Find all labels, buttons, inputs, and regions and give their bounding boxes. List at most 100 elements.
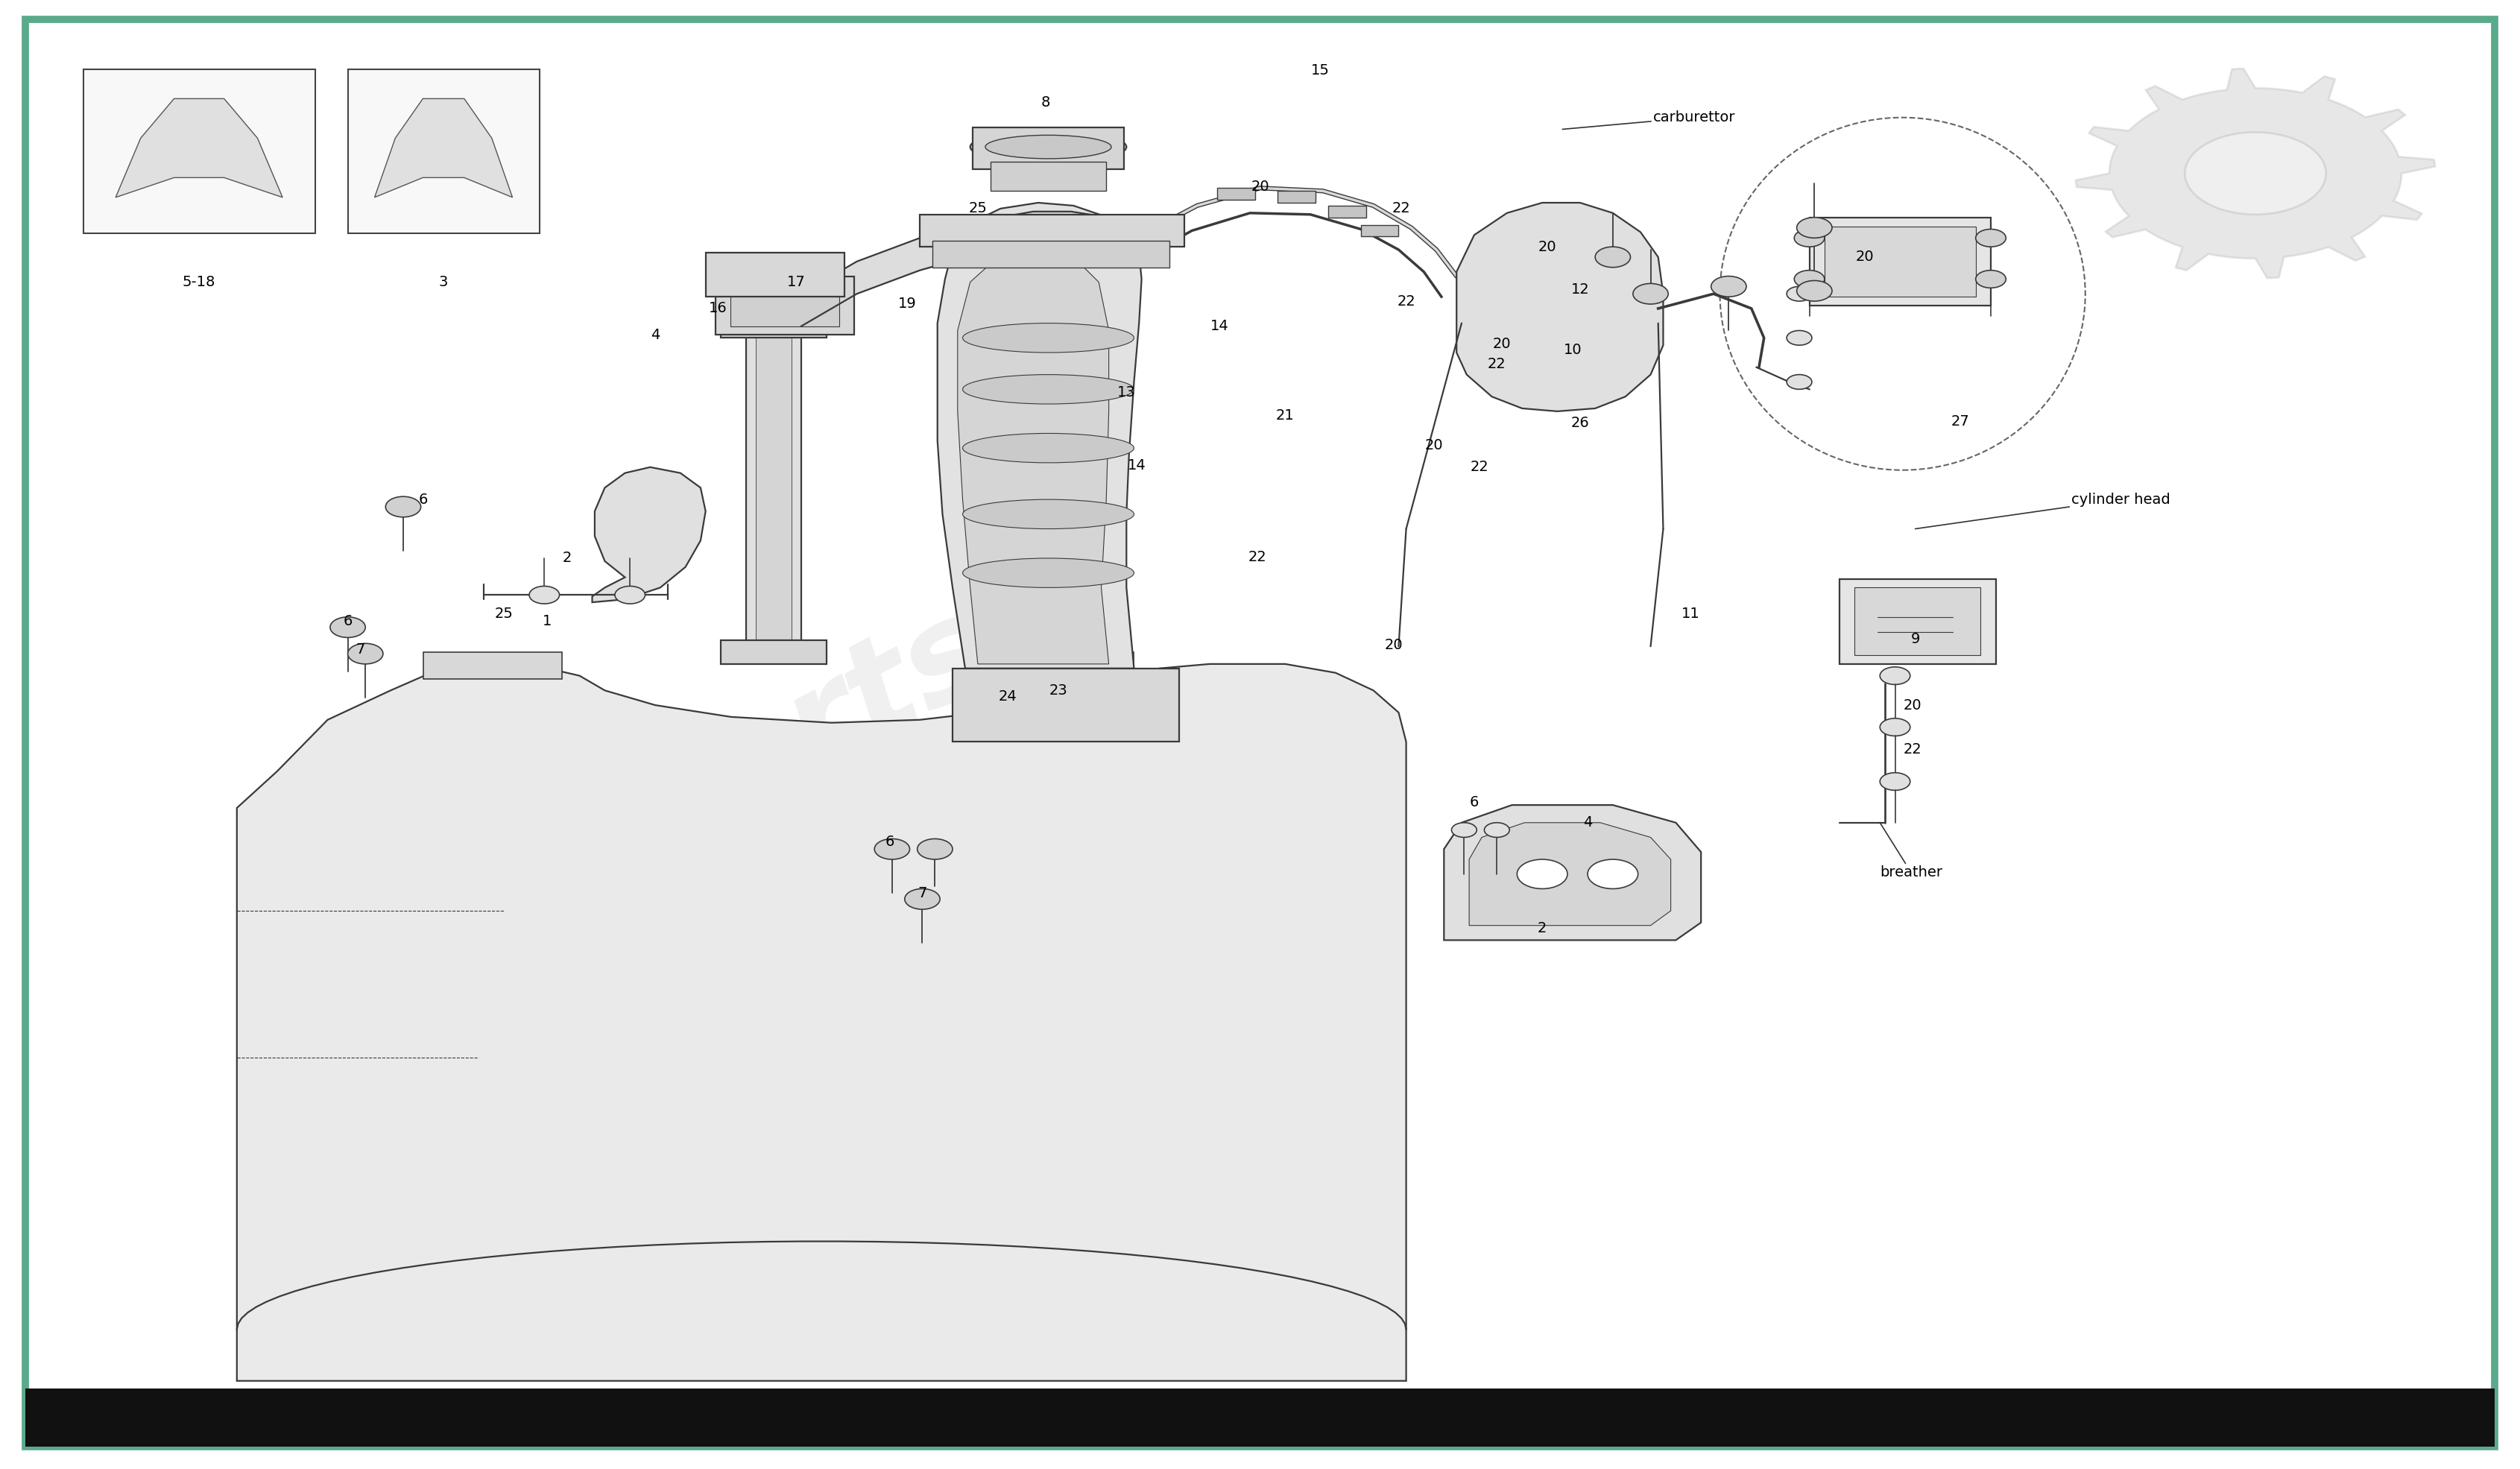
Bar [746,326,801,649]
Circle shape [1711,276,1746,297]
Text: 12: 12 [1570,282,1590,297]
Text: 7: 7 [355,642,365,657]
Polygon shape [1444,805,1701,940]
Text: 9: 9 [1910,632,1920,646]
Text: 20: 20 [1424,438,1444,452]
Text: 20: 20 [1903,698,1923,712]
Circle shape [1787,375,1812,389]
Circle shape [874,839,910,859]
Ellipse shape [985,135,1111,159]
Text: 6: 6 [343,614,353,629]
Bar [1809,217,1991,306]
Text: 22: 22 [1396,294,1416,308]
Bar [1217,188,1255,200]
Text: 6: 6 [885,834,895,849]
Circle shape [905,889,940,909]
Ellipse shape [963,499,1134,529]
Circle shape [330,617,365,638]
Polygon shape [2076,69,2434,278]
Text: 20: 20 [1537,239,1557,254]
Circle shape [1787,286,1812,301]
Circle shape [1880,773,1910,790]
Bar [83,69,315,234]
Text: 14: 14 [1210,319,1230,333]
Circle shape [1797,217,1832,238]
Bar [756,332,791,643]
Text: 22: 22 [1247,549,1268,564]
Text: 8: 8 [1041,95,1051,110]
Bar [1328,206,1366,217]
Text: 16: 16 [708,301,728,316]
Bar [1840,579,1996,664]
Text: 17: 17 [786,275,806,289]
Bar [721,314,827,338]
Bar [1278,191,1315,203]
Polygon shape [937,203,1142,668]
Bar [348,69,539,234]
Circle shape [1797,281,1832,301]
Text: 23: 23 [1048,683,1068,698]
Ellipse shape [963,375,1134,404]
Circle shape [1794,270,1824,288]
Ellipse shape [970,131,1126,163]
Bar [1361,225,1399,237]
Circle shape [1880,667,1910,685]
Text: cylinder head: cylinder head [1915,492,2170,529]
Text: 3: 3 [438,275,449,289]
Circle shape [348,643,383,664]
Text: 27: 27 [1950,414,1971,429]
Bar [423,652,562,679]
Text: breather: breather [1880,823,1943,880]
Text: 20: 20 [1855,250,1875,264]
Text: 11: 11 [1681,607,1701,621]
Circle shape [1517,859,1567,889]
Circle shape [1976,270,2006,288]
Circle shape [386,497,421,517]
Polygon shape [116,98,282,197]
Text: 19: 19 [897,297,917,311]
Bar [1855,588,1981,655]
Bar [920,214,1184,247]
Text: 10: 10 [1562,342,1583,357]
Circle shape [1452,823,1477,837]
Bar [25,1388,2495,1447]
Polygon shape [958,250,1109,664]
Text: 25: 25 [968,201,988,216]
Ellipse shape [963,433,1134,463]
Text: 1: 1 [542,614,552,629]
Text: 20: 20 [1492,336,1512,351]
Text: 22: 22 [1391,201,1411,216]
Circle shape [1787,331,1812,345]
Polygon shape [1469,823,1671,925]
Text: 4: 4 [1583,815,1593,830]
Circle shape [1880,718,1910,736]
Bar [706,253,844,297]
Circle shape [529,586,559,604]
Bar [1824,226,1976,297]
Circle shape [917,839,953,859]
Text: 22: 22 [1487,357,1507,372]
Text: 25: 25 [494,607,514,621]
Polygon shape [237,664,1406,1381]
Text: 24: 24 [998,689,1018,704]
Text: 21: 21 [1275,408,1295,423]
Circle shape [1633,284,1668,304]
Text: 7: 7 [917,886,927,900]
Text: 15: 15 [1310,63,1331,78]
Bar [721,640,827,664]
Circle shape [1595,247,1630,267]
Text: 6: 6 [1469,795,1479,809]
Text: 26: 26 [1570,416,1590,430]
Text: 20: 20 [1383,638,1404,652]
Ellipse shape [963,558,1134,588]
Circle shape [1976,229,2006,247]
Text: 5-18: 5-18 [181,275,217,289]
Text: 22: 22 [1903,742,1923,757]
Text: 14: 14 [1126,458,1147,473]
Text: 22: 22 [1469,460,1489,474]
Text: 2: 2 [1537,921,1547,936]
Bar [932,241,1169,267]
Bar [983,652,1134,679]
Circle shape [2185,132,2326,214]
Polygon shape [592,467,706,602]
